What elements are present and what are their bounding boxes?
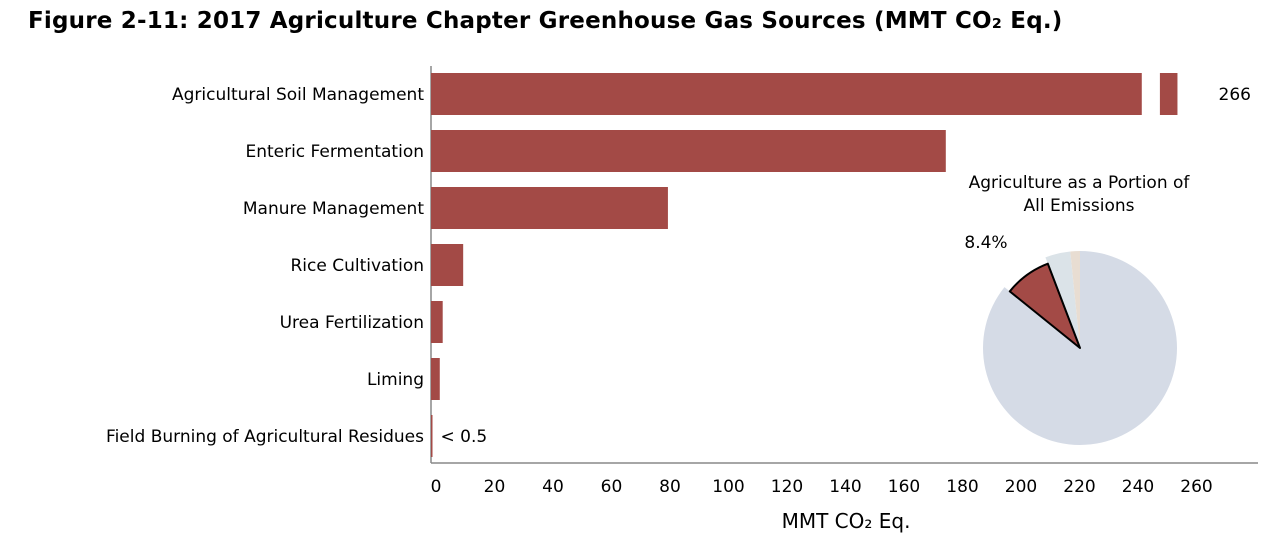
data-label: < 0.5 bbox=[441, 427, 488, 447]
bar-break-segment bbox=[1159, 73, 1178, 115]
bar bbox=[431, 415, 433, 457]
category-label: Manure Management bbox=[243, 199, 424, 219]
category-label: Enteric Fermentation bbox=[245, 142, 424, 162]
x-tick-label: 40 bbox=[542, 477, 564, 497]
x-tick-label: 240 bbox=[1122, 477, 1154, 497]
pie-slice-label: 8.4% bbox=[964, 233, 1007, 253]
pie-slice bbox=[1070, 251, 1080, 348]
category-label: Rice Cultivation bbox=[290, 256, 424, 276]
category-label: Urea Fertilization bbox=[280, 313, 424, 333]
x-tick-label: 200 bbox=[1005, 477, 1037, 497]
x-tick-label: 20 bbox=[484, 477, 506, 497]
bar-chart: Agricultural Soil Management 266 Enteric F… bbox=[106, 66, 1258, 533]
x-tick-label: 80 bbox=[659, 477, 681, 497]
bar bbox=[431, 244, 464, 286]
chart-title: Figure 2-11: 2017 Agriculture Chapter Gr… bbox=[28, 8, 1063, 34]
bar bbox=[431, 301, 443, 343]
bar bbox=[431, 358, 440, 400]
x-tick-label: 140 bbox=[829, 477, 861, 497]
category-label: Agricultural Soil Management bbox=[172, 85, 424, 105]
pie-chart: Agriculture as a Portion of All Emissions… bbox=[964, 173, 1190, 445]
x-tick-label: 160 bbox=[888, 477, 920, 497]
x-tick-label: 260 bbox=[1180, 477, 1212, 497]
pie-slice bbox=[1008, 262, 1081, 349]
category-label: Liming bbox=[367, 370, 424, 390]
pie-title: Agriculture as a Portion of bbox=[969, 173, 1191, 193]
pie-title: All Emissions bbox=[1024, 196, 1135, 216]
bar bbox=[431, 73, 1142, 115]
x-axis-title: MMT CO₂ Eq. bbox=[782, 509, 911, 533]
x-tick-label: 100 bbox=[712, 477, 744, 497]
x-tick-label: 180 bbox=[946, 477, 978, 497]
category-label: Field Burning of Agricultural Residues bbox=[106, 427, 424, 447]
x-tick-label: 60 bbox=[601, 477, 623, 497]
x-tick-label: 220 bbox=[1063, 477, 1095, 497]
x-tick-label: 0 bbox=[431, 477, 442, 497]
bar bbox=[431, 130, 946, 172]
data-label: 266 bbox=[1219, 85, 1251, 105]
bar bbox=[431, 187, 668, 229]
x-tick-label: 120 bbox=[771, 477, 803, 497]
